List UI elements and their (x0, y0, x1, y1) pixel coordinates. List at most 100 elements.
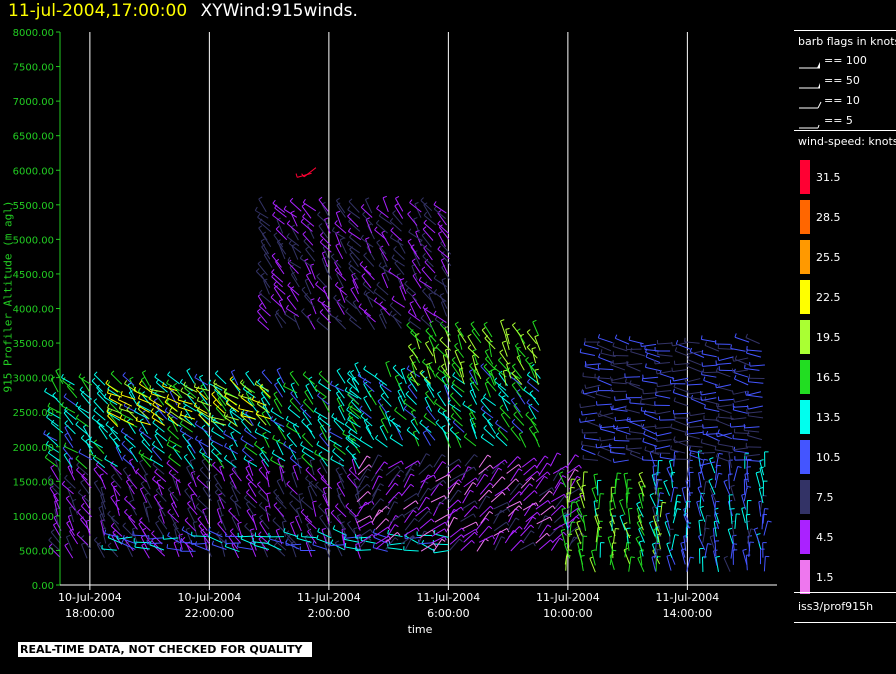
barb-flag (688, 446, 691, 451)
wind-barb (284, 310, 298, 323)
barb-flag (229, 473, 234, 476)
barb-shaft (509, 375, 522, 386)
barb-flag (47, 402, 51, 407)
barb-shaft (624, 542, 628, 558)
barb-flag (488, 525, 493, 530)
wind-barb (403, 506, 420, 516)
barb-shaft (463, 436, 477, 447)
barb-shaft (409, 356, 418, 371)
barb-flag (214, 489, 219, 493)
barb-shaft (504, 335, 510, 350)
barb-flag (449, 426, 454, 430)
barb-shaft (613, 362, 629, 365)
barb-shaft (423, 379, 435, 392)
barb-shaft (347, 394, 360, 405)
barb-shaft (331, 416, 345, 426)
barb-shaft (149, 544, 165, 551)
barb-shaft (656, 390, 672, 393)
barb-shaft (240, 382, 253, 393)
wind-barb (148, 395, 163, 407)
barb-shaft (674, 362, 690, 366)
wind-barb (446, 499, 462, 511)
barb-flag (178, 533, 183, 536)
wind-barb (135, 468, 148, 483)
wind-barb (344, 421, 358, 435)
wind-barb (714, 540, 720, 557)
barb-shaft (748, 405, 763, 410)
barb-flag (137, 394, 141, 399)
barb-flag (600, 349, 603, 354)
barb-flag (122, 454, 126, 459)
wind-barb (324, 507, 330, 524)
wind-barb (451, 404, 462, 420)
wind-barb (654, 424, 671, 429)
wind-barb (659, 501, 667, 518)
barb-shaft (184, 520, 197, 532)
barb-shaft (156, 503, 166, 517)
barb-shaft (93, 469, 104, 482)
barb-flag (672, 376, 674, 382)
wind-barb (468, 369, 478, 385)
barb-shaft (449, 538, 460, 551)
barb-flag (122, 372, 126, 376)
barb-flag (286, 233, 290, 237)
wind-barb (746, 409, 763, 414)
wind-barb (324, 263, 333, 280)
barb-shaft (346, 475, 358, 489)
barb-flag (237, 521, 242, 524)
wind-barb (214, 482, 226, 497)
barb-flag (580, 388, 584, 393)
barb-flag (422, 358, 426, 363)
barb-shaft (535, 455, 546, 469)
wind-barb (346, 473, 358, 489)
barb-flag (275, 528, 281, 531)
wind-barb (283, 205, 298, 218)
wind-barb (610, 486, 616, 503)
wind-barb (610, 360, 626, 371)
wind-barb (441, 375, 450, 392)
barb-flag (690, 556, 695, 559)
barb-flag (510, 426, 515, 430)
barb-shaft (492, 459, 506, 470)
wind-barb (500, 412, 510, 428)
wind-barb (342, 430, 357, 442)
barb-shaft (336, 204, 346, 218)
wind-barb (140, 452, 152, 468)
barb-flag (124, 433, 128, 438)
barb-shaft (321, 252, 329, 268)
barb-shaft (652, 507, 658, 522)
barb-shaft (319, 426, 328, 441)
wind-barb (301, 203, 312, 219)
barb-shaft (120, 394, 136, 400)
wind-barb (167, 508, 179, 523)
barb-flag (93, 536, 98, 541)
wind-barb (534, 368, 539, 385)
barb-flag (468, 466, 473, 469)
barb-shaft (637, 515, 644, 531)
wind-barb (312, 500, 317, 517)
wind-barb (673, 438, 690, 444)
wind-barb (285, 304, 300, 318)
barb-shaft (446, 517, 455, 531)
barb-flag (223, 411, 226, 416)
wind-barb (167, 411, 179, 427)
wind-barb (198, 374, 208, 391)
wind-barb (107, 404, 122, 414)
barb-flag (400, 460, 404, 465)
barb-shaft (259, 292, 272, 304)
barb-flag (289, 490, 293, 494)
barb-flag (183, 381, 186, 386)
barb-flag (365, 291, 370, 295)
barb-shaft (91, 417, 105, 428)
barb-shaft (155, 381, 168, 393)
barb-flag (193, 402, 197, 407)
barb-shaft (385, 531, 398, 543)
barb-shaft (89, 452, 103, 462)
barb-flag (563, 531, 567, 536)
barb-flag (259, 451, 264, 456)
wind-barb (615, 425, 631, 435)
barb-shaft (283, 385, 298, 394)
barb-shaft (451, 359, 463, 372)
barb-flag (301, 453, 305, 458)
wind-barb (419, 369, 431, 384)
